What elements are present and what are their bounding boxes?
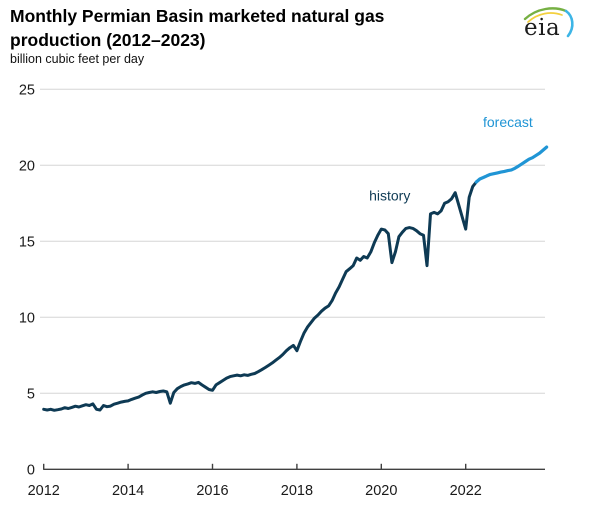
chart-subtitle: billion cubic feet per day (10, 52, 145, 66)
y-tick-label: 20 (19, 159, 35, 175)
y-tick-label: 10 (19, 311, 35, 327)
x-tick-label: 2016 (196, 483, 228, 499)
chart-title-line2: production (2012–2023) (10, 29, 206, 50)
eia-logo: eia (521, 6, 579, 48)
y-tick-label: 0 (27, 463, 35, 479)
x-tick-label: 2014 (112, 483, 144, 499)
x-tick-label: 2012 (28, 483, 60, 499)
chart-title-line1: Monthly Permian Basin marketed natural g… (10, 6, 385, 26)
history-label: history (369, 187, 410, 203)
eia-logo-text: eia (524, 15, 561, 41)
x-tick-label: 2022 (450, 483, 482, 499)
y-tick-label: 25 (19, 83, 35, 99)
chart-title: Monthly Permian Basin marketed natural g… (10, 5, 480, 52)
forecast-label: forecast (483, 114, 533, 130)
history-line (42, 180, 478, 412)
logo-yellow-arc (527, 12, 563, 23)
eia-logo-arcs (523, 7, 574, 38)
y-tick-label: 15 (19, 235, 35, 251)
logo-green-arc (523, 7, 568, 21)
logo-blue-arc (564, 9, 574, 38)
x-tick-label: 2020 (365, 483, 397, 499)
x-tick-label: 2018 (281, 483, 313, 499)
forecast-line (474, 145, 549, 184)
y-tick-label: 5 (27, 387, 35, 403)
